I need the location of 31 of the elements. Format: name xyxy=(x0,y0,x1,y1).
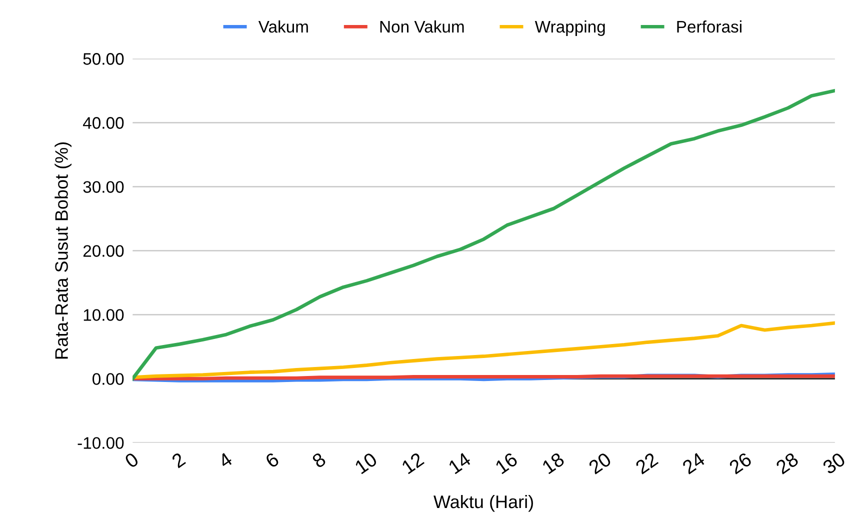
x-tick-label: 18 xyxy=(541,452,566,474)
x-tick-label: 4 xyxy=(217,452,234,469)
line-series xyxy=(132,321,835,380)
y-tick-label: -10.00 xyxy=(78,437,124,449)
x-tick-label: 2 xyxy=(170,452,186,468)
x-tick-label: 26 xyxy=(728,452,752,475)
x-tick-label: 8 xyxy=(311,452,327,468)
y-tick-label: 30.00 xyxy=(83,181,124,193)
x-axis-title: Waktu (Hari) xyxy=(434,494,533,512)
y-tick-label: 40.00 xyxy=(82,117,124,129)
legend-label: Wrapping xyxy=(534,20,605,36)
x-tick-label: 6 xyxy=(264,452,280,468)
y-tick-label: 20.00 xyxy=(83,245,124,257)
x-tick-label: 24 xyxy=(682,452,706,474)
y-tick-label: 0.00 xyxy=(92,373,124,385)
line-series xyxy=(132,88,835,380)
x-tick-label: 30 xyxy=(822,452,846,475)
y-tick-label: 10.00 xyxy=(84,309,124,321)
x-tick-label: 12 xyxy=(401,452,425,474)
x-tick-label: 22 xyxy=(634,452,659,474)
x-tick-label: 14 xyxy=(448,452,472,474)
x-tick-label: 0 xyxy=(124,452,140,469)
x-tick-label: 10 xyxy=(354,452,378,474)
legend-label: Vakum xyxy=(258,20,308,33)
x-tick-label: 28 xyxy=(775,452,800,475)
x-tick-label: 20 xyxy=(588,452,612,475)
y-tick-label: 50.00 xyxy=(83,53,124,65)
x-tick-label: 16 xyxy=(494,452,518,474)
legend-label: Non Vakum xyxy=(380,20,464,33)
y-axis-title: Rata-Rata Susut Bobot (%) xyxy=(54,142,72,359)
legend-label: Perforasi xyxy=(677,20,742,33)
